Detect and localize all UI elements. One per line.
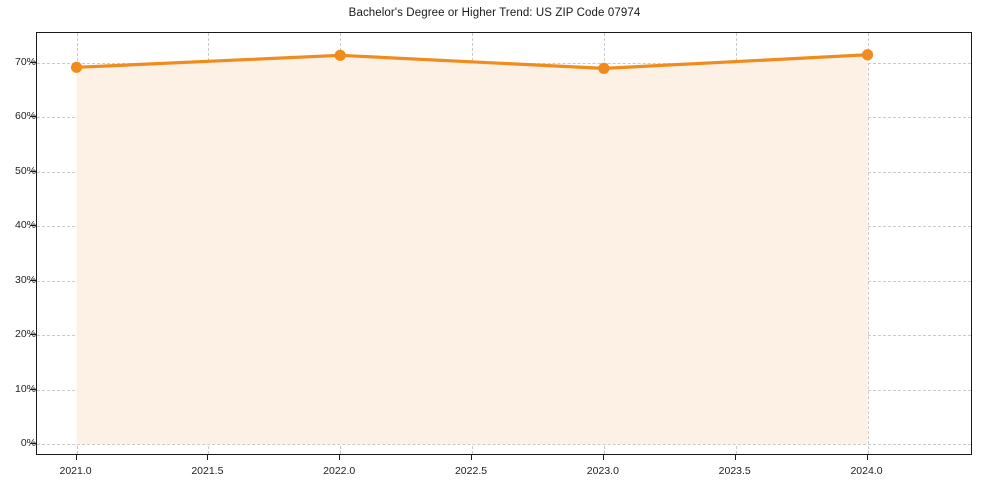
x-axis-tick-label: 2022.5 — [454, 465, 488, 477]
gridline-vertical — [867, 33, 869, 454]
plot-area — [36, 32, 972, 455]
trend-line — [74, 53, 870, 70]
x-axis-tick-label: 2022.0 — [323, 465, 356, 477]
y-axis: 0% 10% 20% 30% 40% 50% 60% 70% — [0, 32, 36, 455]
y-axis-tick-label: 30% — [14, 273, 36, 286]
x-axis-tick-mark — [602, 455, 604, 460]
y-axis-tick-mark — [30, 116, 36, 118]
y-axis-tick-label: 40% — [14, 219, 36, 232]
y-axis-tick-label: 70% — [14, 55, 36, 68]
data-point-marker — [598, 62, 610, 74]
x-axis-tick-label: 2023.5 — [718, 465, 751, 477]
y-axis-tick-label: 10% — [14, 382, 36, 395]
x-axis-tick-label: 2021.0 — [59, 465, 92, 477]
y-axis-tick-mark — [30, 443, 36, 445]
y-axis-tick-mark — [30, 334, 36, 336]
data-point-marker — [861, 49, 874, 61]
x-axis-tick-mark — [339, 455, 341, 460]
x-axis-tick-mark — [866, 455, 868, 460]
y-axis-tick-label: 60% — [14, 110, 36, 123]
y-axis-tick-label: 50% — [14, 164, 36, 177]
y-axis-tick-mark — [30, 225, 36, 227]
x-axis-tick-mark — [75, 455, 77, 460]
y-axis-tick-label: 0% — [20, 437, 36, 450]
x-axis-tick-label: 2024.0 — [850, 465, 883, 477]
data-point-markers — [70, 49, 874, 74]
data-point-marker — [70, 61, 83, 73]
chart-title: Bachelor's Degree or Higher Trend: US ZI… — [348, 7, 641, 19]
y-axis-tick-mark — [30, 388, 36, 390]
data-series-layer — [70, 49, 874, 445]
y-axis-tick-mark — [30, 170, 36, 172]
y-axis-tick-mark — [30, 61, 36, 63]
x-axis-tick-mark — [734, 455, 736, 460]
data-point-marker — [334, 49, 346, 61]
area-fill — [76, 54, 868, 445]
x-axis-tick-label: 2023.0 — [586, 465, 619, 477]
y-axis-tick-mark — [30, 279, 36, 281]
gridline-horizontal — [37, 444, 971, 446]
x-axis-tick-label: 2021.5 — [191, 465, 224, 477]
x-axis-tick-mark — [207, 455, 209, 460]
x-axis: 2021.0 2021.5 2022.0 2022.5 2023.0 2023.5 2024… — [36, 455, 972, 490]
x-axis-tick-mark — [471, 455, 473, 460]
y-axis-tick-label: 20% — [14, 328, 36, 341]
